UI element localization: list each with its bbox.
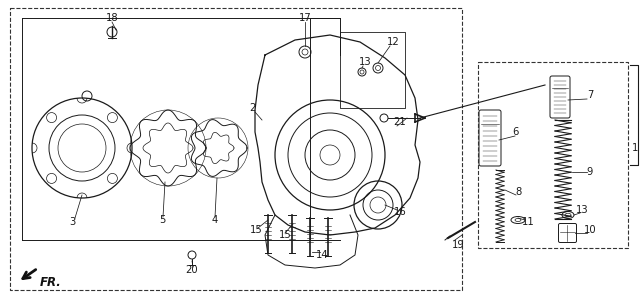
Text: FR.: FR. [40,275,61,288]
Text: 21: 21 [394,117,406,127]
Text: 13: 13 [576,205,588,215]
Text: 13: 13 [358,57,371,67]
Text: 15: 15 [250,225,262,235]
Text: 2: 2 [249,103,255,113]
Text: 6: 6 [512,127,518,137]
Text: 1: 1 [632,143,638,153]
Text: 5: 5 [159,215,165,225]
Text: 19: 19 [452,240,465,250]
Text: 18: 18 [106,13,118,23]
Text: 14: 14 [316,250,328,260]
Text: 17: 17 [299,13,312,23]
Text: 20: 20 [186,265,198,275]
Text: 7: 7 [587,90,593,100]
Text: 10: 10 [584,225,596,235]
Text: 8: 8 [515,187,521,197]
Text: 3: 3 [69,217,75,227]
Text: 11: 11 [522,217,534,227]
Text: 12: 12 [387,37,399,47]
Text: 4: 4 [212,215,218,225]
Text: 9: 9 [587,167,593,177]
Text: 15: 15 [278,230,291,240]
Text: 16: 16 [394,207,406,217]
